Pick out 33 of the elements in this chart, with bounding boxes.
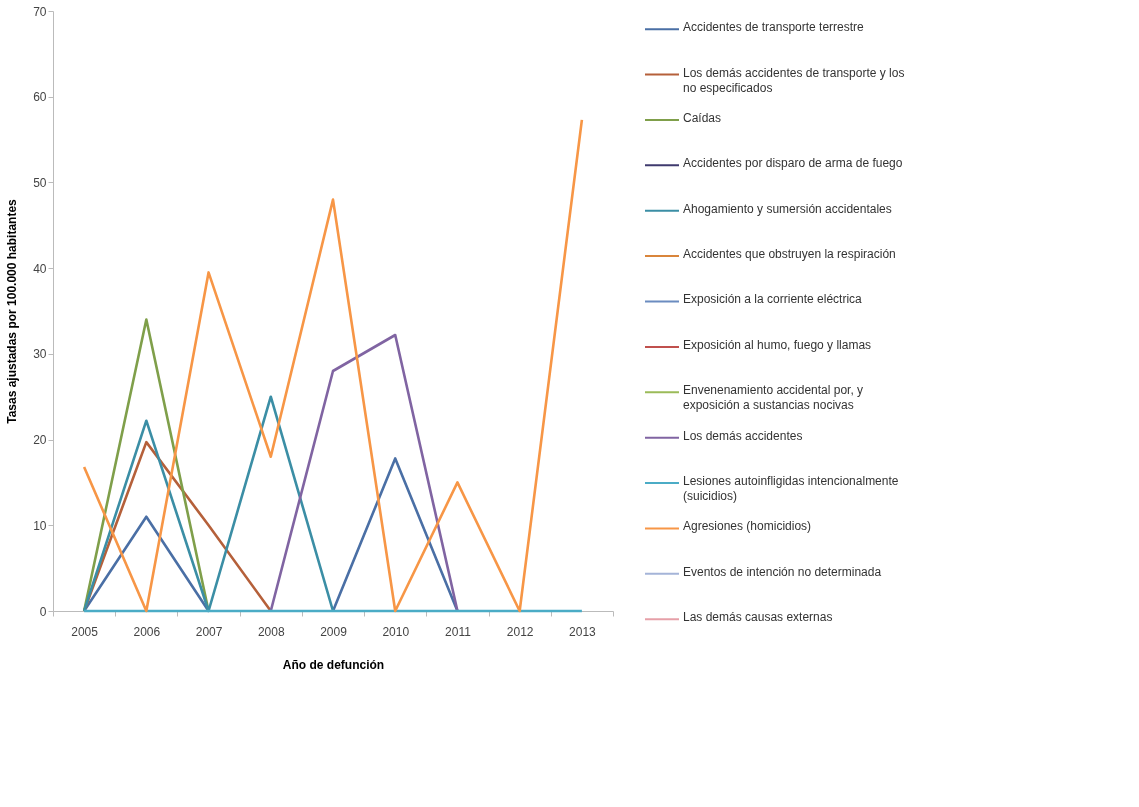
legend-label: Ahogamiento y sumersión accidentales (683, 201, 892, 216)
legend-label: Eventos de intención no determinada (683, 564, 882, 579)
legend-label: Lesiones autoinfligidas intencionalmente (suicidios) (683, 474, 899, 504)
x-tick-label: 2012 (506, 624, 534, 639)
legend-label: Accidentes por disparo de arma de fuego (683, 156, 903, 171)
x-tick-label: 2007 (195, 624, 223, 639)
y-tick-label: 40 (33, 261, 47, 276)
legend-label: Accidentes que obstruyen la respiración (683, 247, 896, 262)
legend-label: Los demás accidentes (683, 428, 803, 443)
legend-label: Caídas (683, 110, 722, 125)
legend-label: Envenenamiento accidental por, y exposición a sustancias nocivas (683, 383, 864, 413)
y-tick-label: 10 (33, 518, 47, 533)
x-tick-label: 2005 (71, 624, 99, 639)
x-tick-label: 2008 (257, 624, 285, 639)
y-tick-label: 20 (33, 433, 47, 448)
x-tick-label: 2011 (445, 624, 472, 639)
y-tick-label: 0 (39, 604, 47, 619)
y-tick-label: 60 (33, 90, 47, 105)
x-tick-label: 2013 (569, 624, 597, 639)
legend-label: Exposición a la corriente eléctrica (683, 292, 863, 307)
y-tick-label: 30 (33, 347, 47, 362)
legend-label: Exposición al humo, fuego y llamas (683, 337, 872, 352)
legend-label: Accidentes de transporte terrestre (683, 20, 865, 35)
y-tick-label: 50 (33, 175, 47, 190)
legend-label: Los demás accidentes de transporte y los no especificados (683, 65, 905, 95)
legend-label: Las demás causas externas (683, 610, 833, 625)
y-axis-title: Tasas ajustadas por 100.000 habitantes (5, 198, 20, 424)
x-tick-label: 2010 (382, 624, 410, 639)
legend-label: Agresiones (homicidios) (683, 519, 812, 534)
y-tick-label: 70 (33, 4, 47, 19)
x-tick-label: 2006 (133, 624, 161, 639)
x-tick-label: 2009 (320, 624, 348, 639)
x-axis-title: Año de defunción (282, 657, 385, 672)
